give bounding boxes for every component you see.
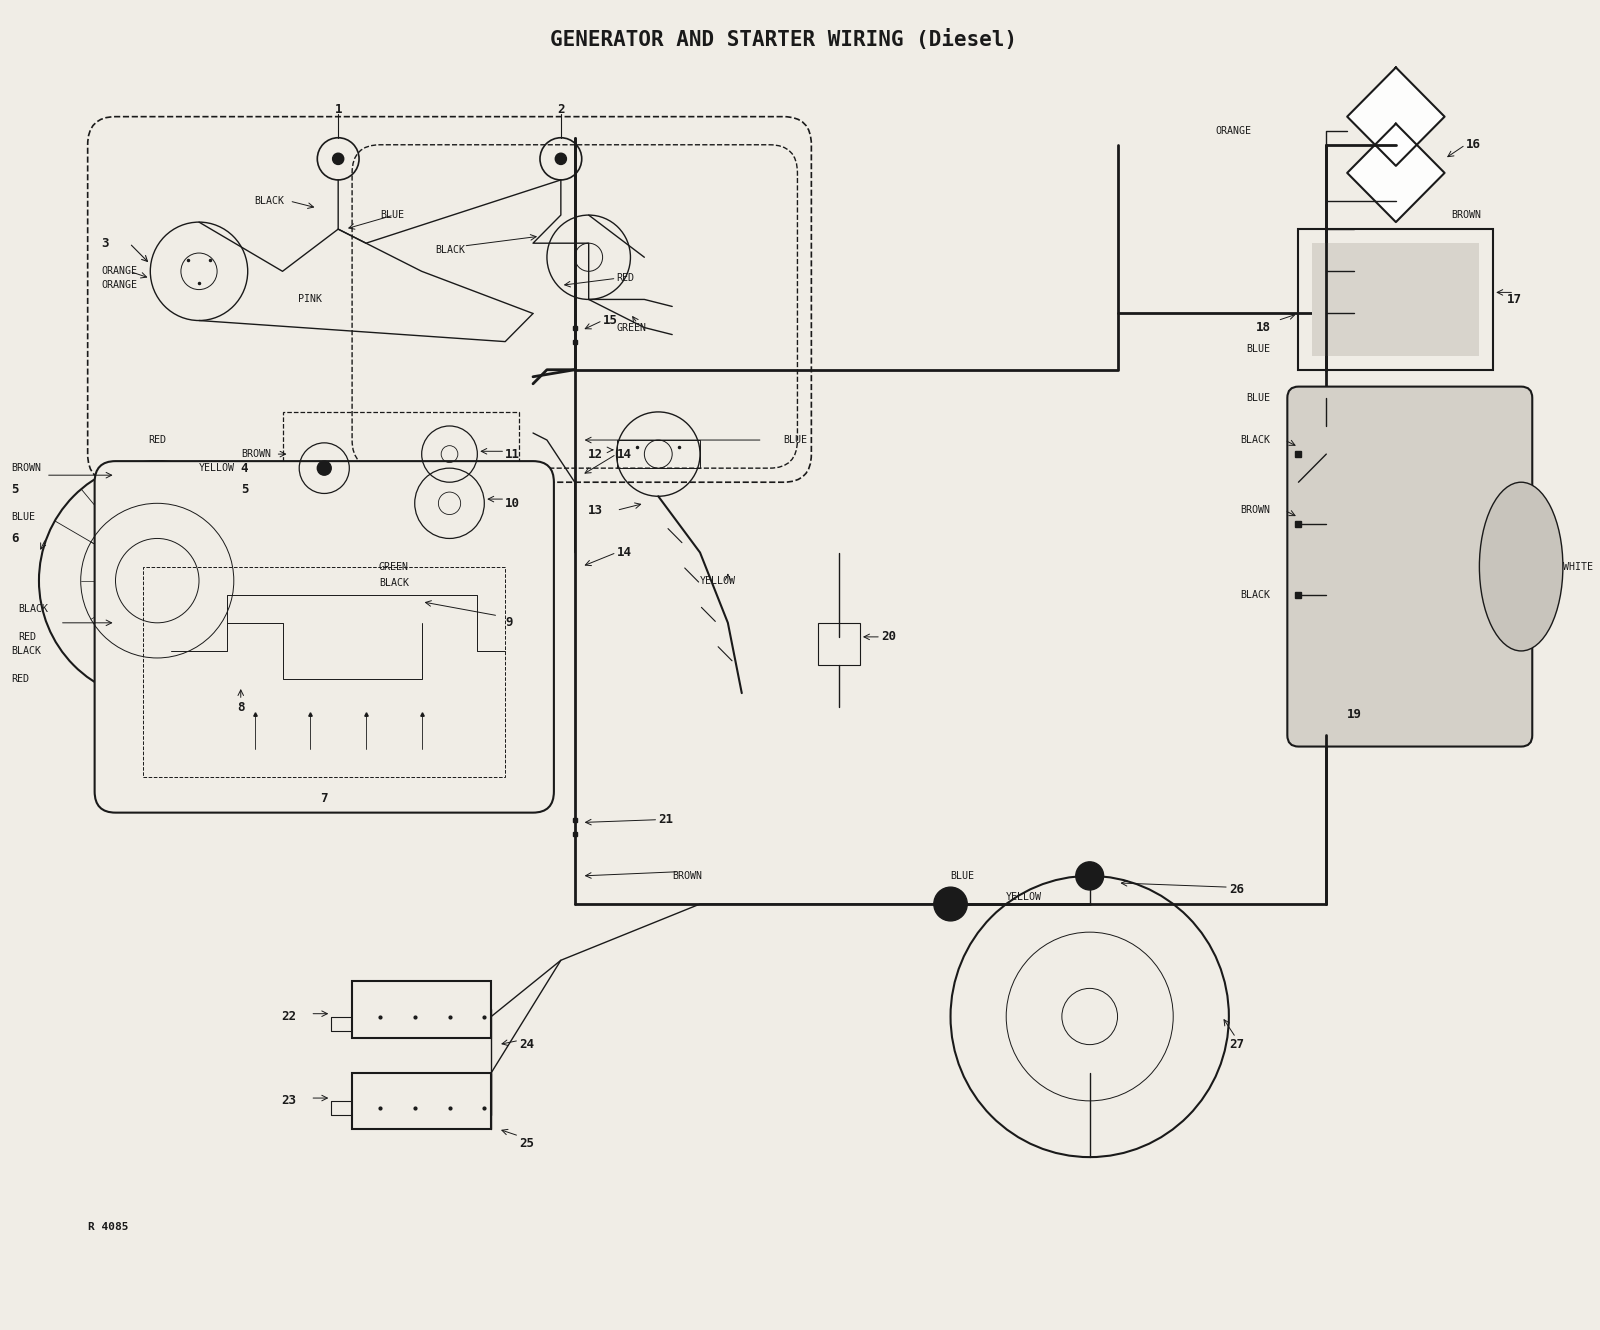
Bar	[283, 412, 518, 539]
Text: 26: 26	[1229, 883, 1243, 896]
Text: BLUE: BLUE	[784, 435, 808, 446]
Bar	[616, 440, 701, 468]
Text: BLUE: BLUE	[1246, 392, 1270, 403]
Text: 8: 8	[237, 701, 245, 714]
Text: GENERATOR AND STARTER WIRING (Diesel): GENERATOR AND STARTER WIRING (Diesel)	[550, 29, 1018, 49]
Text: BLACK: BLACK	[11, 646, 42, 656]
Text: GREEN: GREEN	[616, 323, 646, 332]
Polygon shape	[1347, 68, 1445, 166]
Text: BROWN: BROWN	[1451, 210, 1482, 219]
Text: YELLOW: YELLOW	[701, 576, 736, 585]
Text: 2: 2	[557, 104, 565, 116]
Bar	[144, 567, 506, 778]
Text: RED: RED	[11, 674, 29, 684]
Text: 21: 21	[658, 813, 674, 826]
Text: RED: RED	[616, 274, 635, 283]
Text: R 4085: R 4085	[88, 1222, 128, 1233]
Text: 5: 5	[11, 483, 19, 496]
Circle shape	[1075, 862, 1104, 890]
Text: 14: 14	[616, 448, 632, 460]
Text: BLUE: BLUE	[950, 871, 974, 880]
Text: BLUE: BLUE	[379, 210, 403, 219]
Text: BLACK: BLACK	[254, 196, 285, 206]
Text: 20: 20	[882, 630, 896, 644]
Text: 16: 16	[1466, 138, 1480, 152]
Text: 4: 4	[240, 462, 248, 475]
Text: BLUE: BLUE	[11, 512, 35, 523]
Text: BROWN: BROWN	[672, 871, 702, 880]
Text: BLACK: BLACK	[18, 604, 48, 613]
Text: 13: 13	[587, 504, 603, 517]
Text: 27: 27	[1229, 1039, 1243, 1051]
Text: 14: 14	[616, 547, 632, 559]
Text: 7: 7	[320, 793, 328, 805]
Circle shape	[333, 153, 344, 165]
Text: 15: 15	[603, 314, 618, 327]
Text: 24: 24	[518, 1039, 534, 1051]
Text: 11: 11	[506, 448, 520, 460]
Text: WHITE: WHITE	[1563, 561, 1594, 572]
FancyBboxPatch shape	[94, 462, 554, 813]
Text: 6: 6	[11, 532, 19, 545]
Circle shape	[555, 153, 566, 165]
Text: 23: 23	[282, 1095, 296, 1108]
Text: RED: RED	[18, 632, 37, 642]
Text: 17: 17	[1507, 293, 1522, 306]
Text: BLACK: BLACK	[1240, 589, 1270, 600]
Circle shape	[934, 887, 968, 920]
Bar	[352, 982, 491, 1037]
Text: BLACK: BLACK	[379, 579, 410, 588]
Text: RED: RED	[149, 435, 166, 446]
Text: BROWN: BROWN	[240, 450, 270, 459]
Polygon shape	[1347, 124, 1445, 222]
Text: YELLOW: YELLOW	[1006, 892, 1042, 902]
Text: BROWN: BROWN	[1240, 505, 1270, 515]
Text: BLACK: BLACK	[435, 245, 466, 255]
Text: BLUE: BLUE	[1246, 343, 1270, 354]
Ellipse shape	[1480, 483, 1563, 650]
Text: 12: 12	[587, 448, 603, 460]
Text: 10: 10	[506, 497, 520, 509]
Text: 18: 18	[1256, 321, 1270, 334]
Text: BROWN: BROWN	[11, 463, 42, 473]
Bar	[352, 1073, 491, 1129]
Circle shape	[317, 462, 331, 475]
Text: 3: 3	[101, 237, 109, 250]
Text: ORANGE: ORANGE	[101, 281, 138, 290]
Text: 1: 1	[334, 104, 342, 116]
Text: GREEN: GREEN	[379, 561, 410, 572]
Bar	[818, 622, 861, 665]
Text: BLACK: BLACK	[1240, 435, 1270, 446]
Bar	[1299, 229, 1493, 370]
Text: 22: 22	[282, 1009, 296, 1023]
Text: PINK: PINK	[298, 294, 322, 305]
Bar	[1312, 243, 1480, 355]
Text: YELLOW: YELLOW	[198, 463, 235, 473]
Text: 19: 19	[1347, 708, 1362, 721]
Text: 5: 5	[240, 483, 248, 496]
Text: 25: 25	[518, 1137, 534, 1149]
Text: ORANGE: ORANGE	[101, 266, 138, 277]
Text: 9: 9	[506, 616, 512, 629]
Text: ORANGE: ORANGE	[1214, 126, 1251, 136]
FancyBboxPatch shape	[1288, 387, 1533, 746]
